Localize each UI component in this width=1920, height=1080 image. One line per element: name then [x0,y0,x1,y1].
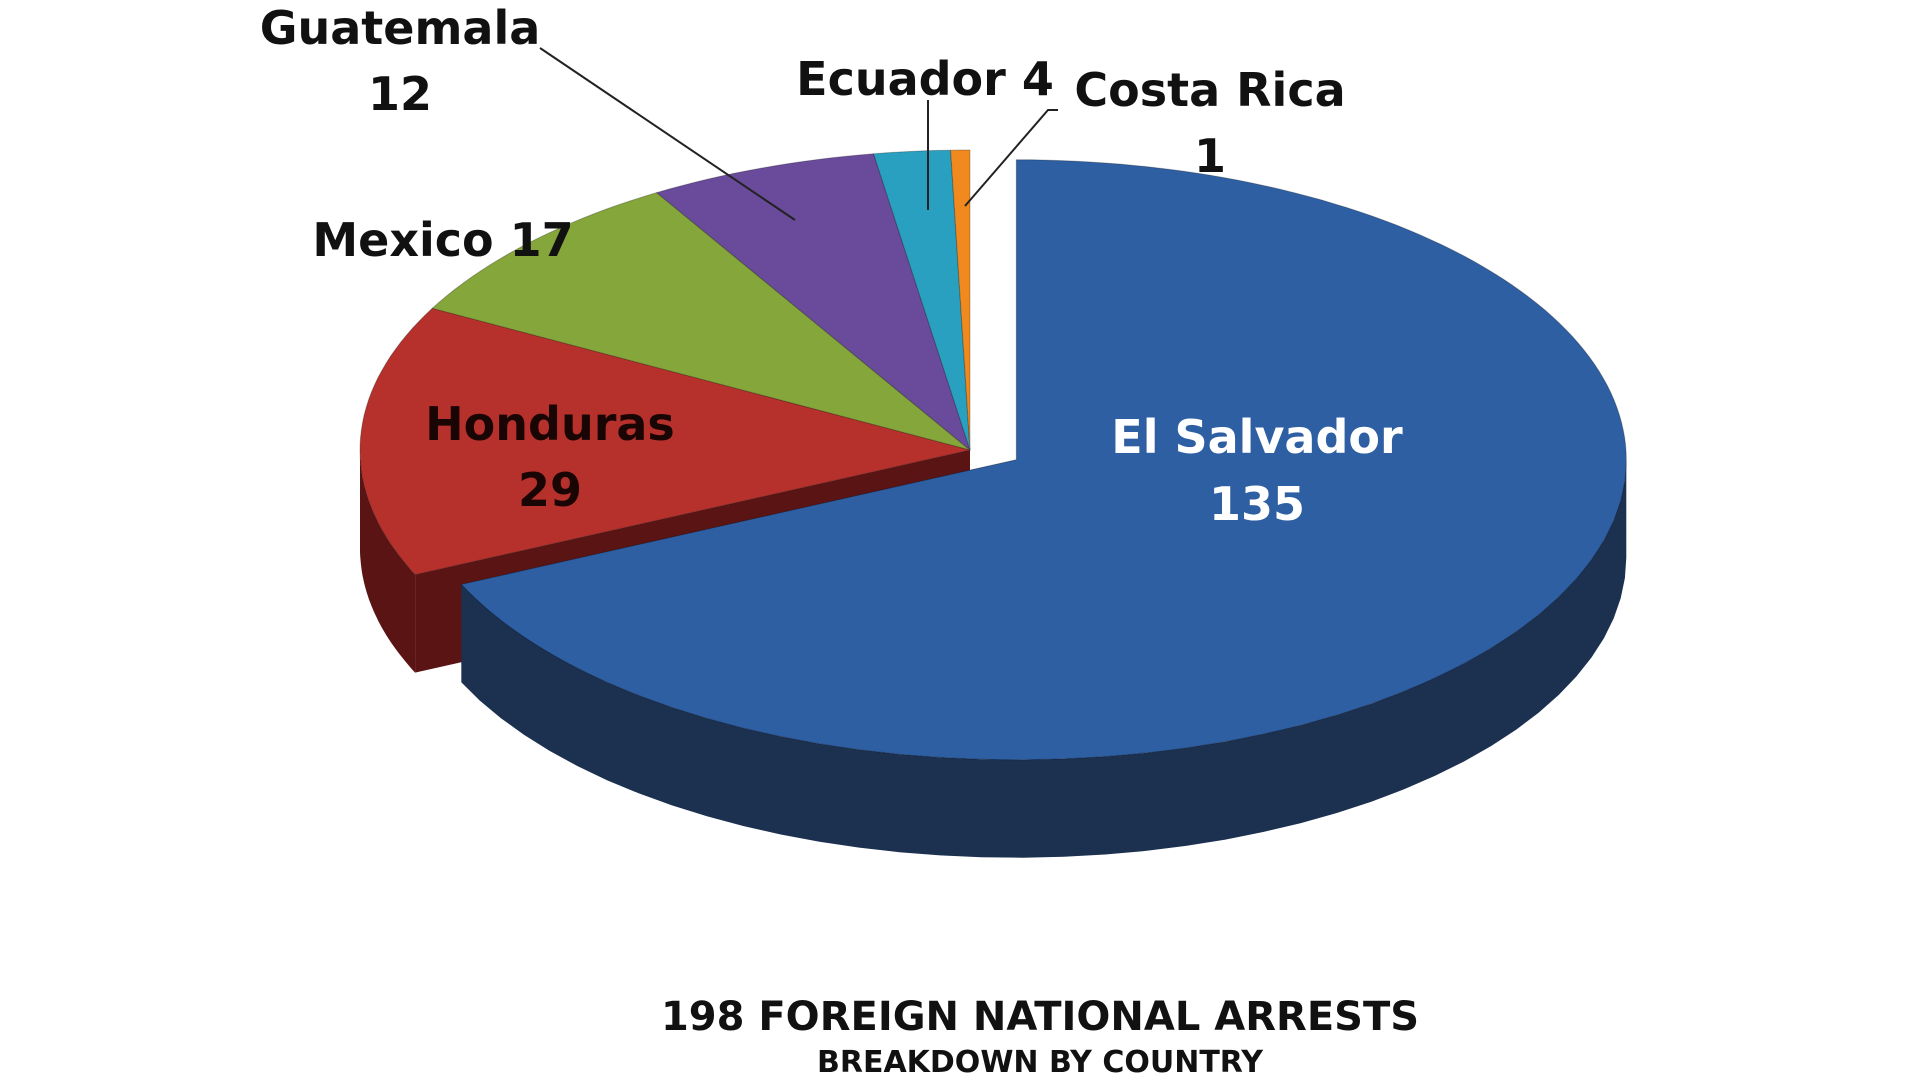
label-el-salvador-name: El Salvador [1111,410,1403,464]
slice-el-salvador [460,159,1627,761]
label-mexico: Mexico 17 [312,213,573,267]
slice-side-honduras [360,450,416,673]
slice-side-el-salvador [461,459,1627,858]
slice-ecuador [872,149,971,451]
chart-title: 198 FOREIGN NATIONAL ARRESTS [661,994,1419,1040]
label-costa-rica-name: Costa Rica [1074,63,1345,117]
chart-subtitle: BREAKDOWN BY COUNTRY [817,1045,1264,1080]
slice-honduras [359,307,971,576]
label-costa-rica-value: 1 [1194,129,1226,183]
slice-mexico [431,192,971,451]
costa-rica-leader-line [964,109,1058,207]
label-guatemala-name: Guatemala [260,1,541,55]
guatemala-leader-line [539,47,796,221]
pie-slices [359,149,1627,761]
slice-costa-rica [950,149,971,451]
label-el-salvador-value: 135 [1209,477,1305,531]
label-ecuador: Ecuador 4 [796,52,1054,106]
label-guatemala-value: 12 [368,67,432,121]
label-honduras-value: 29 [518,463,582,517]
label-honduras-name: Honduras [425,397,675,451]
slice-guatemala [655,153,972,452]
